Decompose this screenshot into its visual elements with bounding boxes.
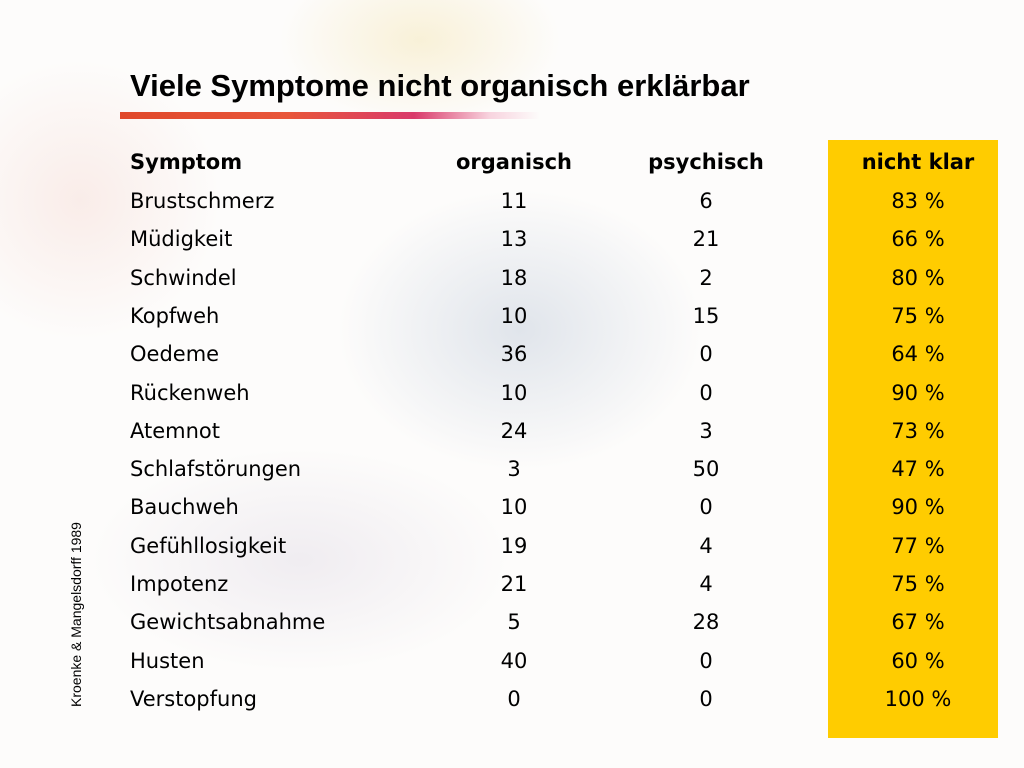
table-cell: 50	[692, 457, 720, 482]
table-cell: 0	[699, 686, 713, 711]
table-cell: 80 %	[891, 265, 945, 290]
source-note: Kroenke & Mangelsdorff 1989	[68, 522, 84, 707]
table-cell: 77 %	[891, 533, 945, 558]
table-cell: 19	[500, 533, 528, 558]
title-underline	[120, 112, 540, 119]
highlight-column	[828, 140, 998, 738]
table-cell: 47 %	[891, 457, 945, 482]
table-cell: 0	[699, 342, 713, 367]
header-cell: psychisch	[648, 150, 764, 174]
table-cell: 4	[699, 572, 713, 596]
table-cell: 4	[699, 533, 713, 558]
table-cell: 15	[692, 303, 720, 328]
table-cell: Kopfweh	[130, 303, 220, 328]
table-cell: Oedeme	[130, 342, 220, 367]
table-cell: 21	[692, 227, 720, 252]
table-cell: 24	[500, 418, 528, 443]
table-cell: 13	[500, 227, 528, 252]
table-cell: Atemnot	[130, 418, 220, 443]
table-cell: 11	[500, 189, 528, 213]
table-cell: 75 %	[891, 303, 945, 328]
table-cell: 0	[507, 686, 521, 711]
table-cell: 3	[507, 457, 521, 482]
table-cell: Gefühllosigkeit	[130, 533, 287, 558]
slide-title: Viele Symptome nicht organisch erklärbar	[130, 68, 750, 103]
table-cell: Brustschmerz	[130, 189, 275, 213]
table-cell: Impotenz	[130, 572, 229, 596]
table-cell: 3	[699, 418, 713, 443]
table-cell: 2	[699, 265, 713, 290]
table-cell: Schwindel	[130, 265, 237, 290]
table-cell: 90 %	[891, 495, 945, 520]
header-cell: Symptom	[130, 150, 243, 174]
table-cell: 10	[500, 303, 528, 328]
table-cell: 28	[692, 610, 720, 635]
table-cell: Rückenweh	[130, 380, 250, 405]
table-cell: 18	[500, 265, 528, 290]
table-cell: Verstopfung	[130, 686, 257, 711]
table-cell: 73 %	[891, 418, 945, 443]
table-cell: 40	[500, 648, 528, 673]
table-cell: 0	[699, 648, 713, 673]
table-cell: 21	[500, 572, 528, 596]
table-cell: 75 %	[891, 572, 945, 596]
table-cell: 60 %	[891, 648, 945, 673]
header-cell: nicht klar	[861, 150, 975, 174]
table-cell: Husten	[130, 648, 205, 673]
table-cell: Müdigkeit	[130, 227, 233, 252]
header-cell: organisch	[455, 150, 573, 174]
table-cell: 36	[500, 342, 528, 367]
table-cell: Gewichtsabnahme	[130, 610, 326, 635]
table-cell: 10	[500, 495, 528, 520]
table-cell: 10	[500, 380, 528, 405]
table-cell: 5	[507, 610, 521, 635]
table-cell: Bauchweh	[130, 495, 239, 520]
table-cell: 90 %	[891, 380, 945, 405]
table-cell: 64 %	[891, 342, 945, 367]
table-cell: Schlafstörungen	[130, 457, 302, 482]
table-cell: 83 %	[891, 189, 945, 213]
table-cell: 0	[699, 380, 713, 405]
table-cell: 67 %	[891, 610, 945, 635]
table-cell: 6	[699, 189, 713, 213]
table-cell: 66 %	[891, 227, 945, 252]
table-cell: 0	[699, 495, 713, 520]
table-cell: 100 %	[884, 686, 952, 711]
